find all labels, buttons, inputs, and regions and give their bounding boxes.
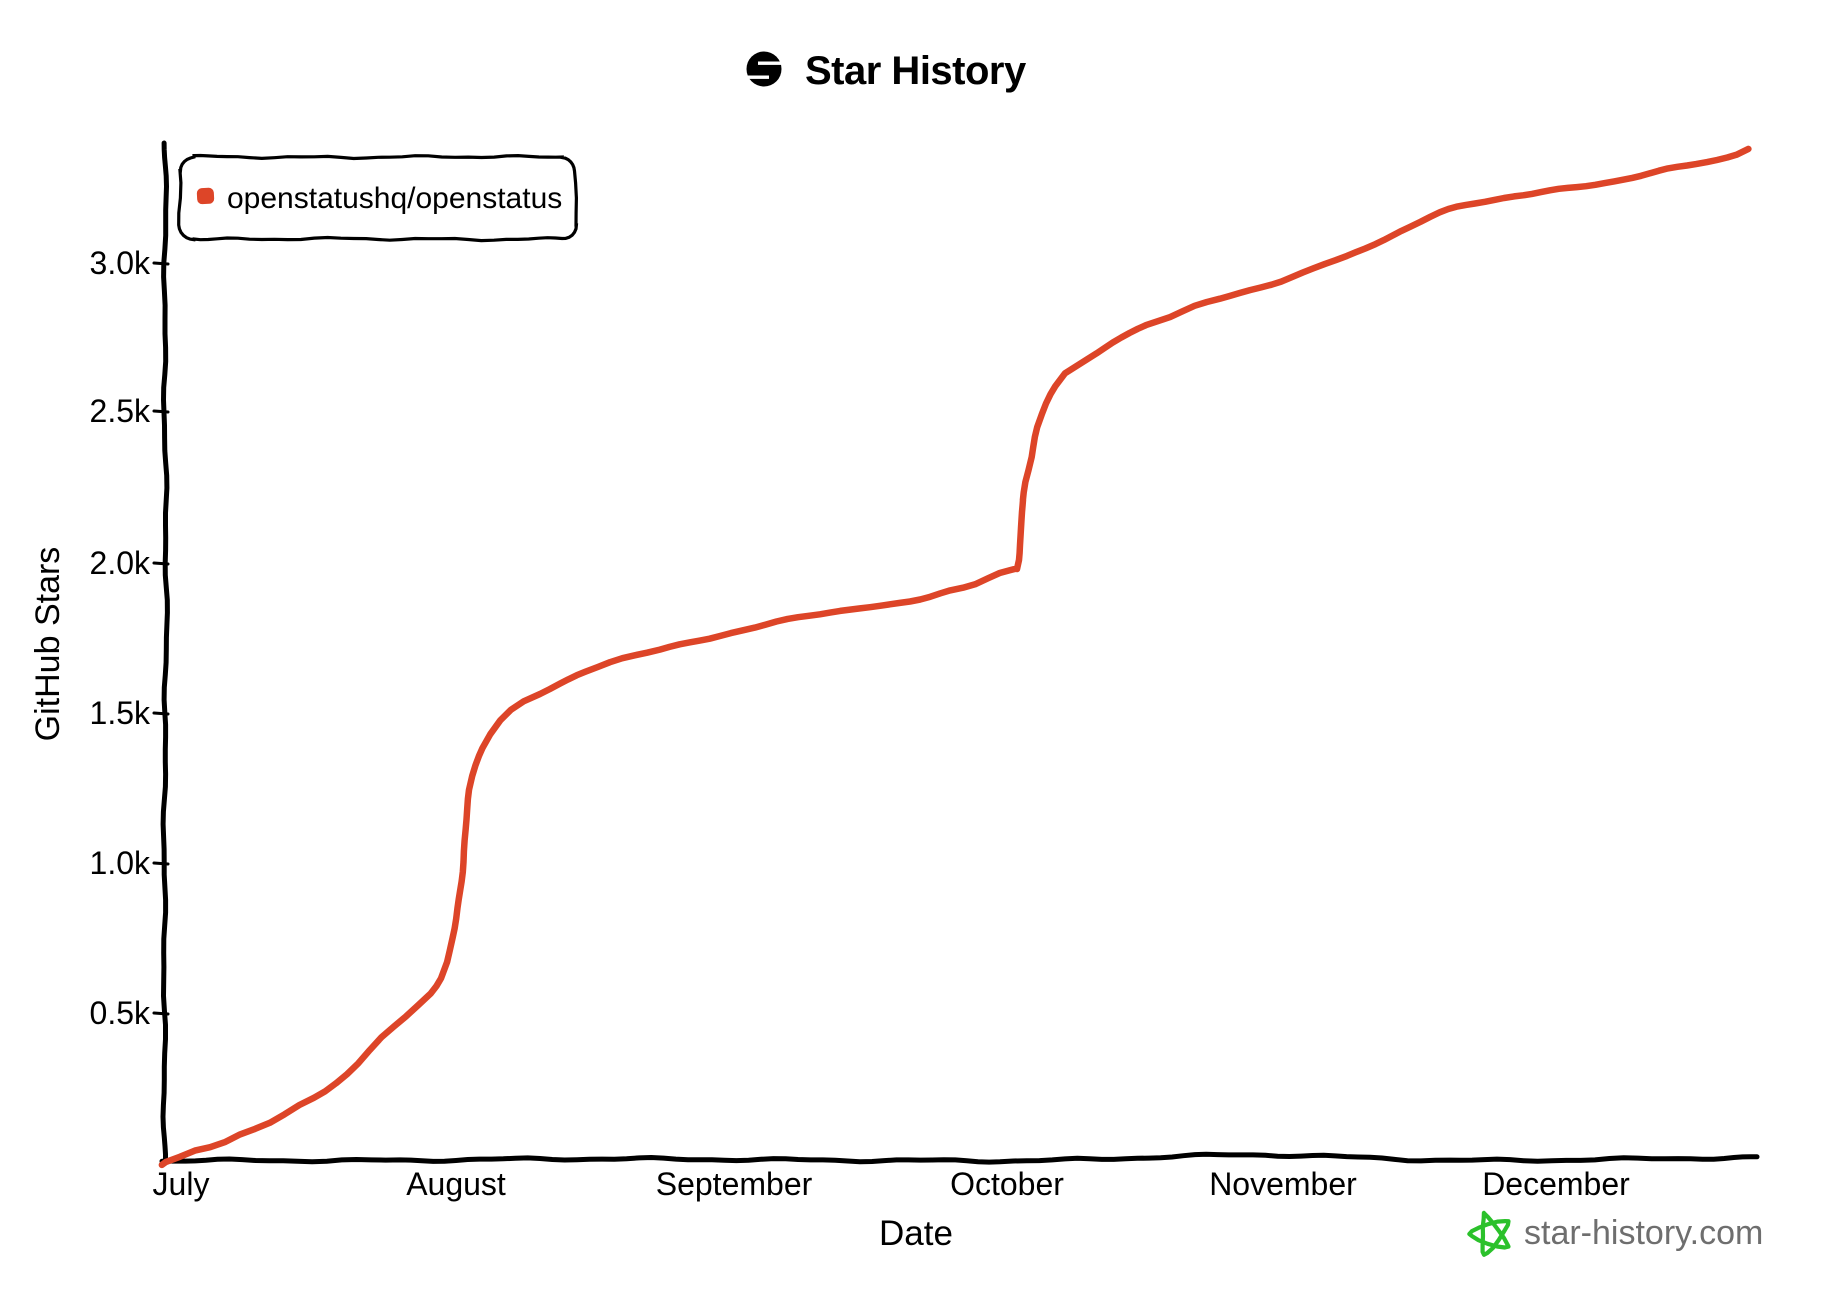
svg-text:star-history.com: star-history.com [1524, 1214, 1763, 1252]
svg-text:GitHub Stars: GitHub Stars [29, 547, 67, 742]
svg-text:September: September [656, 1166, 813, 1202]
svg-text:1.5k: 1.5k [90, 695, 151, 731]
svg-text:1.0k: 1.0k [90, 845, 151, 881]
svg-text:October: October [950, 1166, 1064, 1202]
svg-text:July: July [153, 1166, 210, 1202]
svg-text:3.0k: 3.0k [90, 245, 151, 281]
svg-text:openstatushq/openstatus: openstatushq/openstatus [227, 182, 562, 215]
svg-text:0.5k: 0.5k [90, 995, 151, 1031]
svg-text:Star History: Star History [805, 49, 1027, 93]
svg-text:December: December [1482, 1166, 1630, 1202]
svg-text:2.5k: 2.5k [90, 393, 151, 429]
svg-text:August: August [406, 1166, 506, 1202]
svg-text:November: November [1209, 1166, 1357, 1202]
svg-text:Date: Date [879, 1214, 953, 1253]
svg-text:2.0k: 2.0k [90, 545, 151, 581]
